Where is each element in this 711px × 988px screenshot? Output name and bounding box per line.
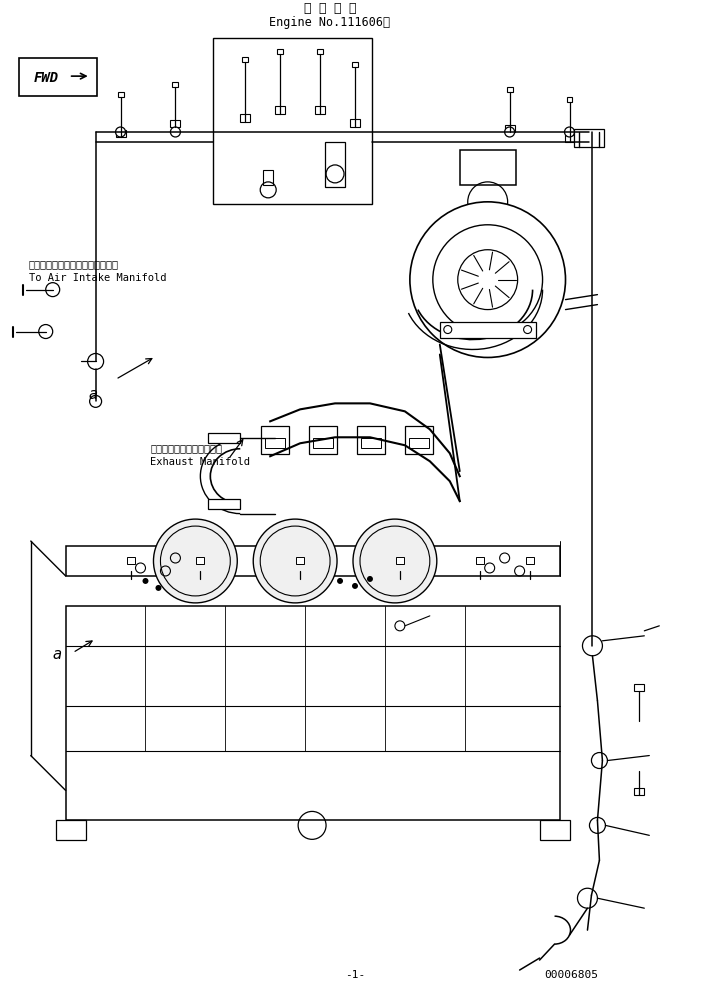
Circle shape [87,354,104,370]
Bar [634,684,644,691]
Circle shape [156,585,161,591]
Text: FWD: FWD [34,71,59,85]
Bar [261,426,289,454]
Bar [127,557,134,564]
Circle shape [444,325,451,334]
Circle shape [433,225,542,335]
Bar [507,87,513,92]
Circle shape [154,519,237,603]
Circle shape [352,583,358,589]
Bar [18,58,97,96]
Bar [313,439,333,449]
Bar [242,57,248,62]
Text: To Air Intake Manifold: To Air Intake Manifold [28,273,166,283]
Bar [117,92,124,97]
Bar [466,209,510,219]
Text: エアーインテークマニホールドへ: エアーインテークマニホールドへ [28,259,119,269]
Circle shape [505,127,515,137]
Bar [440,321,535,338]
Bar [525,557,533,564]
Circle shape [142,578,149,584]
Circle shape [565,127,574,137]
Bar [350,119,360,127]
Bar [116,130,126,137]
Text: a: a [89,387,97,402]
Text: Engine No.111606～: Engine No.111606～ [269,16,390,30]
Bar [540,820,570,841]
Bar [240,114,250,123]
Bar [574,129,604,147]
Circle shape [410,202,565,358]
Bar [265,439,285,449]
Circle shape [523,325,532,334]
Text: a: a [53,647,62,662]
Text: エキゾーストマニホールド: エキゾーストマニホールド [151,444,223,453]
Bar [634,788,644,795]
Bar [275,106,285,114]
Circle shape [90,395,102,407]
Bar [208,499,240,509]
Bar [196,557,204,564]
Bar [296,557,304,564]
Bar [65,606,560,820]
Bar [409,439,429,449]
Bar [208,434,240,444]
Bar [317,49,323,54]
Bar [476,557,483,564]
Bar [352,62,358,67]
Bar [505,125,515,132]
Bar [396,557,404,564]
Text: Exhaust Manifold: Exhaust Manifold [151,457,250,467]
Bar [361,439,381,449]
Bar [55,820,85,841]
Bar [173,82,178,87]
Text: 00006805: 00006805 [545,970,599,980]
Bar [325,142,345,187]
Bar [171,120,181,127]
Circle shape [353,519,437,603]
Text: 適 用 号 機: 適 用 号 機 [304,2,356,15]
Bar [315,106,325,114]
Bar [460,150,515,185]
Circle shape [253,519,337,603]
Circle shape [337,578,343,584]
Bar [65,546,560,576]
Bar [263,170,273,185]
Bar [357,426,385,454]
Circle shape [367,576,373,582]
Bar [405,426,433,454]
Bar [213,39,372,204]
Bar [277,49,283,54]
Circle shape [171,127,181,137]
Circle shape [116,127,126,137]
Bar [309,426,337,454]
Text: -1-: -1- [345,970,365,980]
Bar [567,97,572,102]
Bar [565,135,574,142]
